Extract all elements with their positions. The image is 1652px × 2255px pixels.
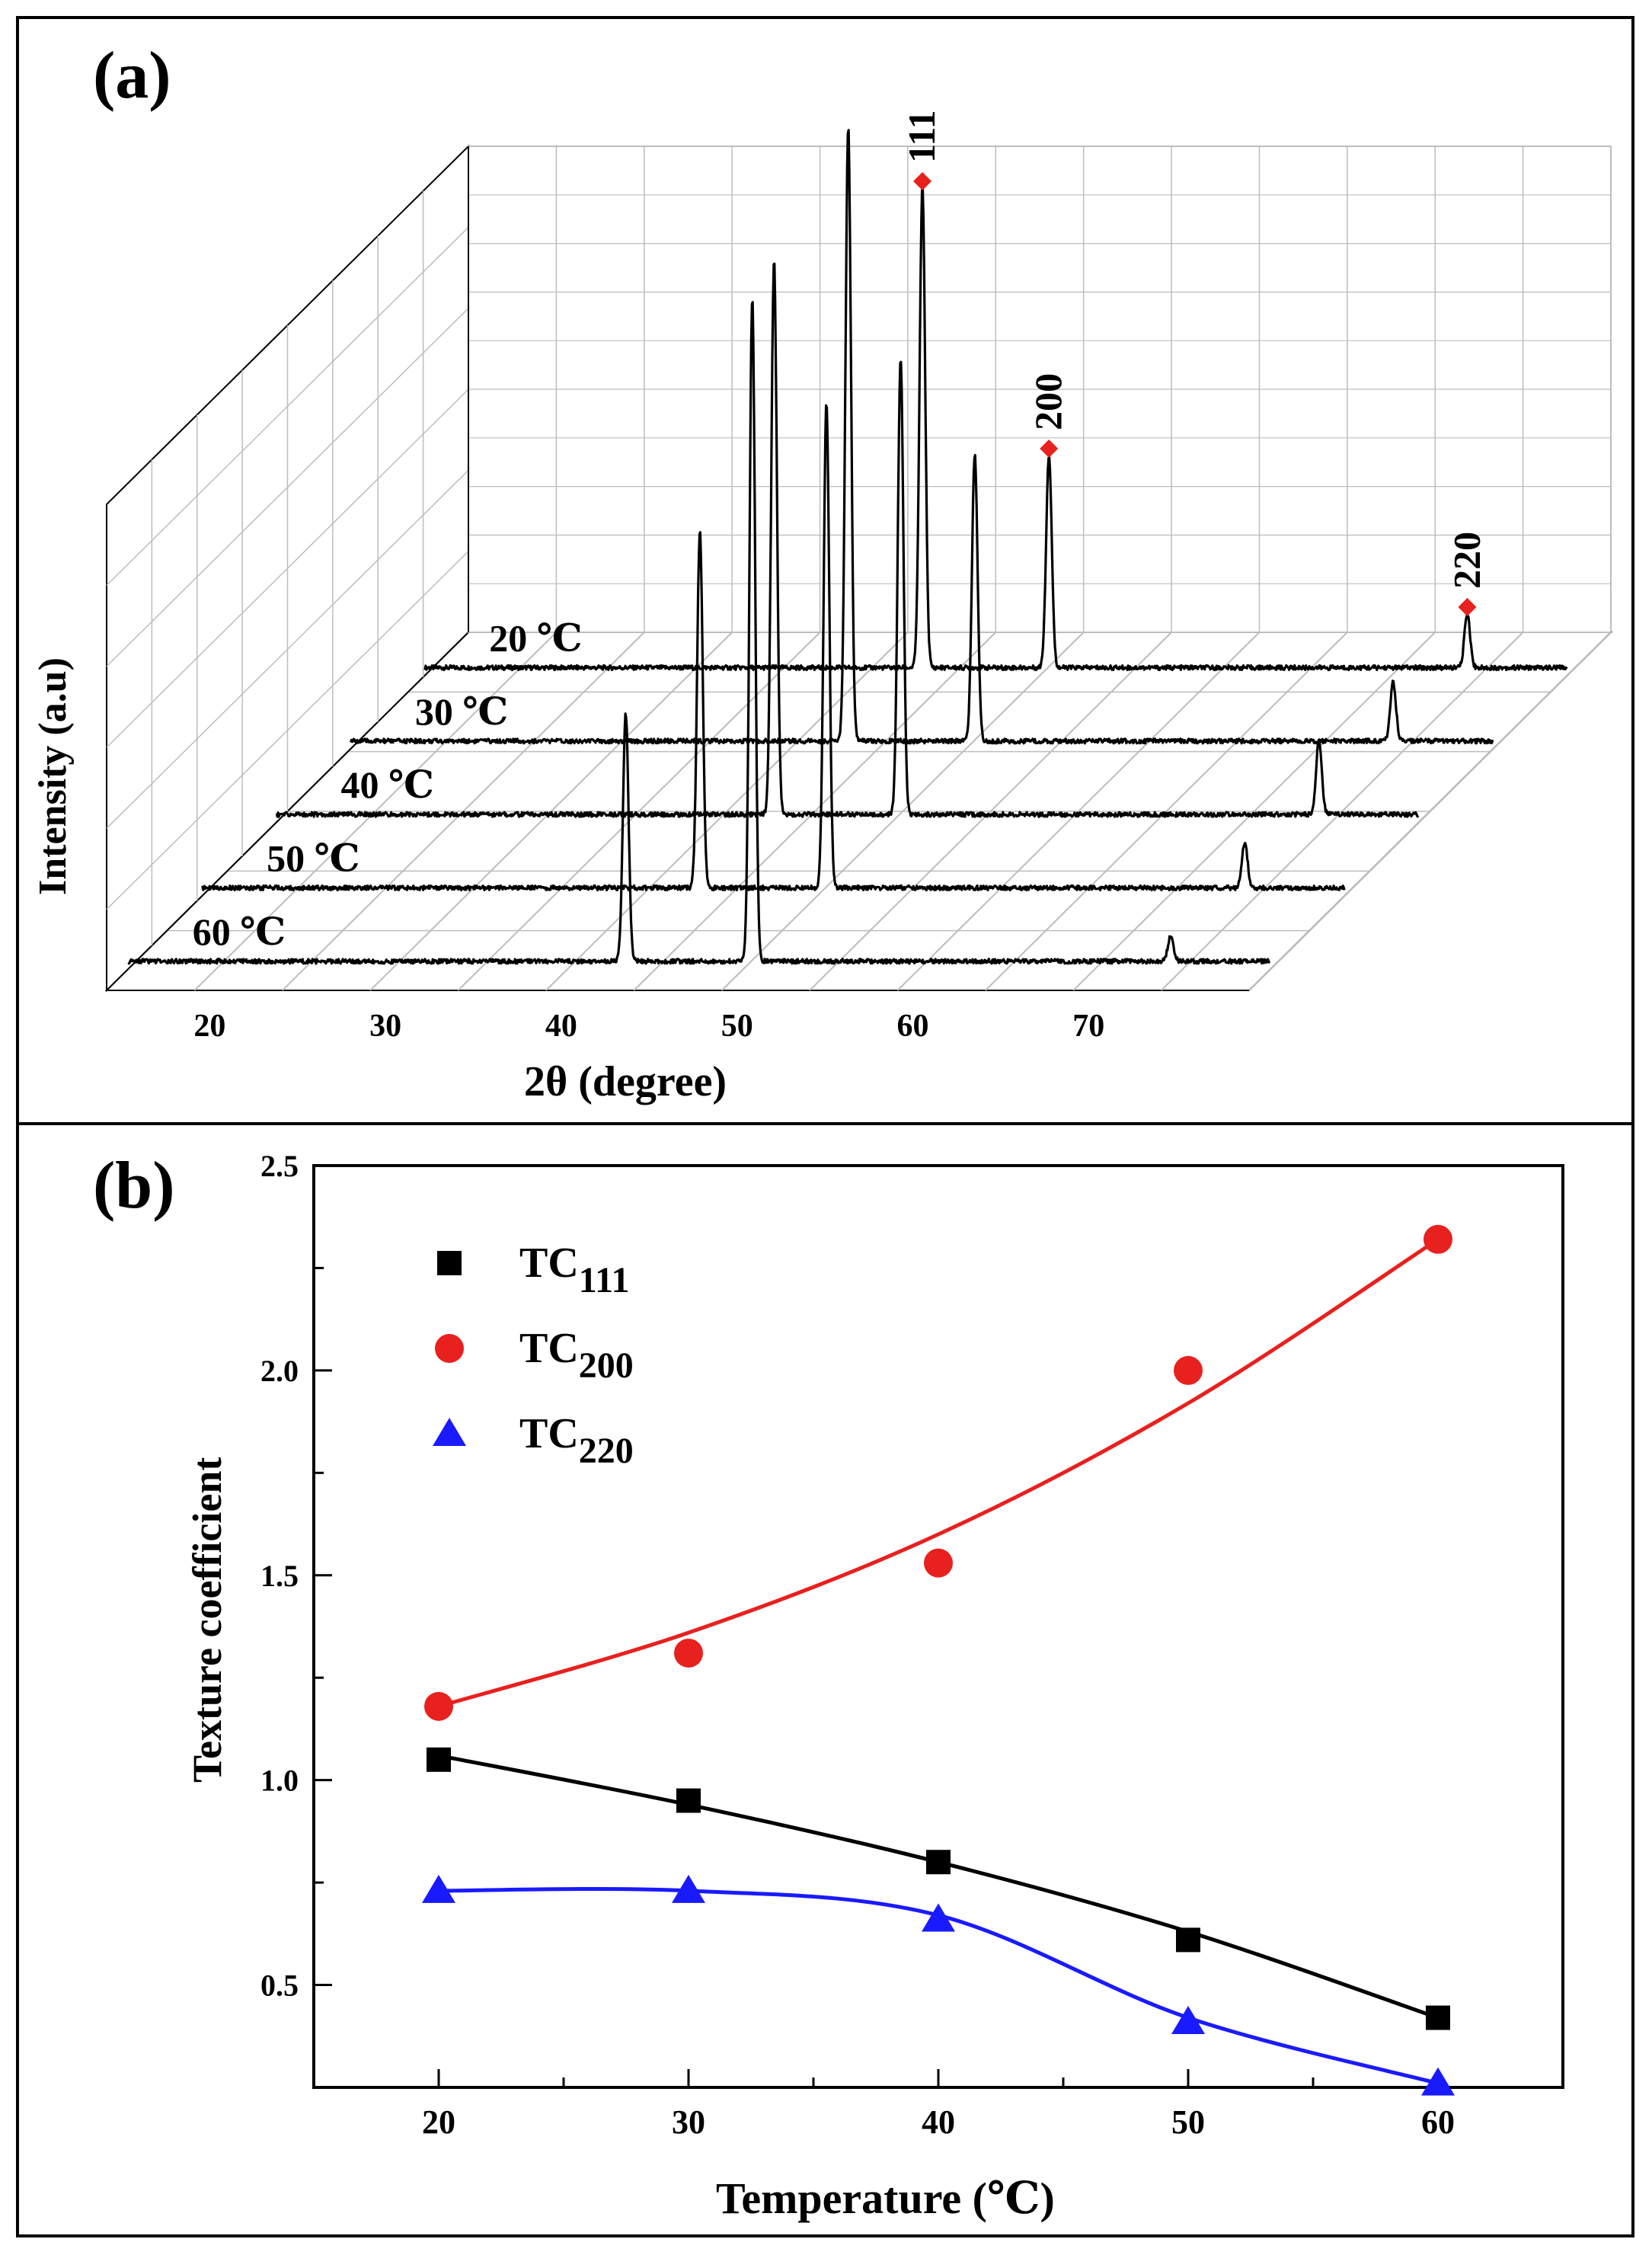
data-point-TC200-60 [1424,1224,1452,1254]
series-curve-5 [127,301,1271,965]
panel-a-y-axis-label: Intensity (a.u) [31,657,75,895]
x-tick-label-60: 60 [896,1009,928,1044]
series-curve-3 [275,262,1420,818]
peak-label-111: 111 [900,110,943,162]
panel-b-x-axis-label: Temperature (℃) [716,2173,1055,2223]
legend-marker-TC200 [435,1334,464,1363]
series-curve-4 [201,404,1346,891]
data-point-TC200-40 [924,1548,953,1578]
data-point-TC111-50 [1176,1927,1200,1953]
peak-marker-200 [1040,439,1059,458]
legend-label-main: TC [519,1239,579,1287]
data-point-TC220-50 [1171,2005,1205,2034]
series-label-2: 30 ℃ [415,690,508,733]
x-tick-label-50: 50 [721,1009,753,1044]
series-curve-1 [423,187,1568,671]
panel-b-y-axis-label: Texture coefficient [184,1457,230,1783]
y-tick-label-1.0: 1.0 [260,1764,299,1798]
data-point-TC200-30 [674,1638,703,1668]
series-label-5: 60 ℃ [193,910,286,953]
legend-label-TC111: TC111 [519,1239,630,1300]
data-point-TC220-30 [672,1874,705,1903]
data-point-TC220-60 [1421,2067,1455,2096]
x-tick-label-30: 30 [369,1009,401,1044]
data-point-TC220-20 [422,1874,455,1903]
series-label-1: 20 ℃ [489,616,582,659]
data-point-TC200-50 [1174,1355,1203,1385]
data-point-TC111-60 [1426,2005,1450,2030]
fit-curve-TC111 [438,1753,1439,2020]
series-label-3: 40 ℃ [341,763,434,806]
peak-marker-111 [913,171,932,190]
data-point-TC111-20 [427,1747,451,1772]
panel-b-axes: 20 30 40 50 60 0.5 1.0 1.5 2.0 2.5 [260,1149,1455,2141]
x-tick-label-50: 50 [1171,2103,1205,2141]
x-tick-label-40: 40 [922,2103,955,2141]
legend-label-subscript: 200 [579,1345,634,1386]
panel-b-label: (b) [93,1149,175,1223]
legend-label-TC220: TC220 [519,1410,634,1471]
legend-marker-TC220 [433,1418,466,1446]
series-curve-2 [350,129,1494,745]
legend-label-subscript: 111 [579,1260,630,1300]
legend-label-main: TC [519,1325,579,1372]
panel-a-curves [127,129,1568,965]
panel-a-label: (a) [93,39,171,113]
data-point-TC111-40 [926,1850,951,1875]
left-wall-grid-line [106,308,469,667]
x-tick-label-70: 70 [1072,1009,1104,1044]
panel-a-x-axis-label: 2θ (degree) [524,1058,727,1105]
y-tick-label-1.5: 1.5 [260,1559,299,1593]
panel-b-plot-area [312,1164,1564,2089]
series-label-4: 50 ℃ [267,836,359,879]
left-wall-grid-line [106,389,469,748]
data-point-TC111-30 [676,1788,701,1813]
legend-label-main: TC [519,1410,579,1457]
y-tick-label-2.5: 2.5 [260,1149,299,1183]
left-wall-grid-line [106,469,469,829]
legend-label-subscript: 220 [579,1431,634,1471]
x-tick-label-40: 40 [545,1009,577,1044]
peak-marker-220 [1458,597,1477,616]
figure-frame [16,16,1634,2237]
x-tick-label-20: 20 [193,1009,225,1044]
x-tick-label-60: 60 [1421,2103,1455,2141]
panel-a-peak-annotations: 111 200 220 [900,110,1487,616]
left-wall-grid-line [106,226,469,586]
panel-a-grid [104,144,1613,993]
data-point-TC220-40 [922,1903,955,1932]
panel-a-series-labels: 20 ℃ 30 ℃ 40 ℃ 50 ℃ 60 ℃ [193,616,583,952]
panel-a: (a) 20 ℃ 30 ℃ 40 ℃ 50 ℃ 60 ℃ 111 200 220 20 30 4… [31,39,1613,1105]
peak-label-220: 220 [1445,532,1487,589]
panel-b: (b) 20 30 40 50 600.51.01.52.02.5 TC111TC200… [93,1149,1564,2223]
legend-label-TC200: TC200 [519,1325,634,1386]
data-point-TC200-20 [424,1691,453,1721]
x-tick-label-30: 30 [672,2103,705,2141]
fit-curve-TC200 [438,1237,1440,1709]
peak-label-200: 200 [1027,373,1069,430]
y-tick-label-0.5: 0.5 [260,1969,299,2003]
left-wall-grid-line [106,551,469,910]
legend-marker-TC111 [437,1251,462,1275]
panel-b-data-points [422,1224,1455,2096]
y-tick-label-2.0: 2.0 [260,1354,299,1388]
panel-a-x-ticks: 20 30 40 50 60 70 [193,1009,1104,1044]
x-tick-label-20: 20 [422,2103,455,2141]
